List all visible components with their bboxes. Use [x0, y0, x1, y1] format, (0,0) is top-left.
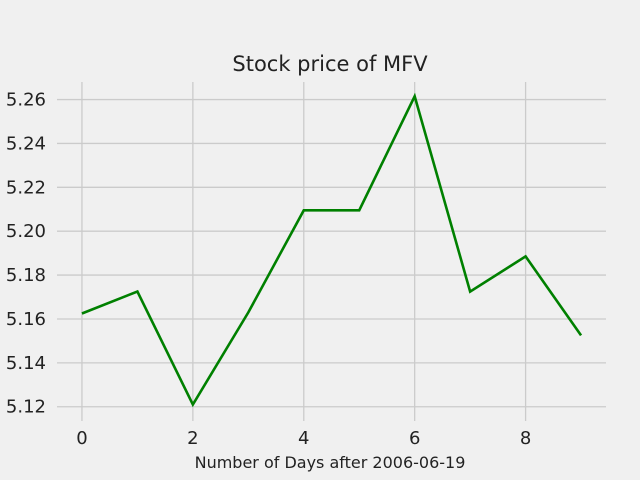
series-layer — [81, 92, 583, 408]
y-tick-label: 5.26 — [6, 90, 46, 111]
x-axis-label: Number of Days after 2006-06-19 — [195, 453, 466, 472]
x-tick-label: 0 — [76, 428, 87, 449]
x-tick-labels: 0 2 4 6 8 — [76, 428, 531, 449]
x-tick-label: 4 — [298, 428, 309, 449]
y-tick-label: 5.18 — [6, 265, 46, 286]
y-tick-label: 5.12 — [6, 397, 46, 418]
y-tick-labels: 5.12 5.14 5.16 5.18 5.20 5.22 5.24 5.26 — [6, 90, 46, 418]
y-tick-label: 5.22 — [6, 177, 46, 198]
y-tick-label: 5.16 — [6, 309, 46, 330]
x-tick-label: 6 — [409, 428, 420, 449]
chart-title: Stock price of MFV — [232, 52, 428, 76]
x-tick-label: 2 — [187, 428, 198, 449]
grid — [57, 82, 606, 421]
x-tick-label: 8 — [520, 428, 531, 449]
y-tick-label: 5.20 — [6, 221, 46, 242]
series-line — [81, 92, 583, 408]
y-tick-label: 5.24 — [6, 133, 46, 154]
y-tick-label: 5.14 — [6, 353, 46, 374]
